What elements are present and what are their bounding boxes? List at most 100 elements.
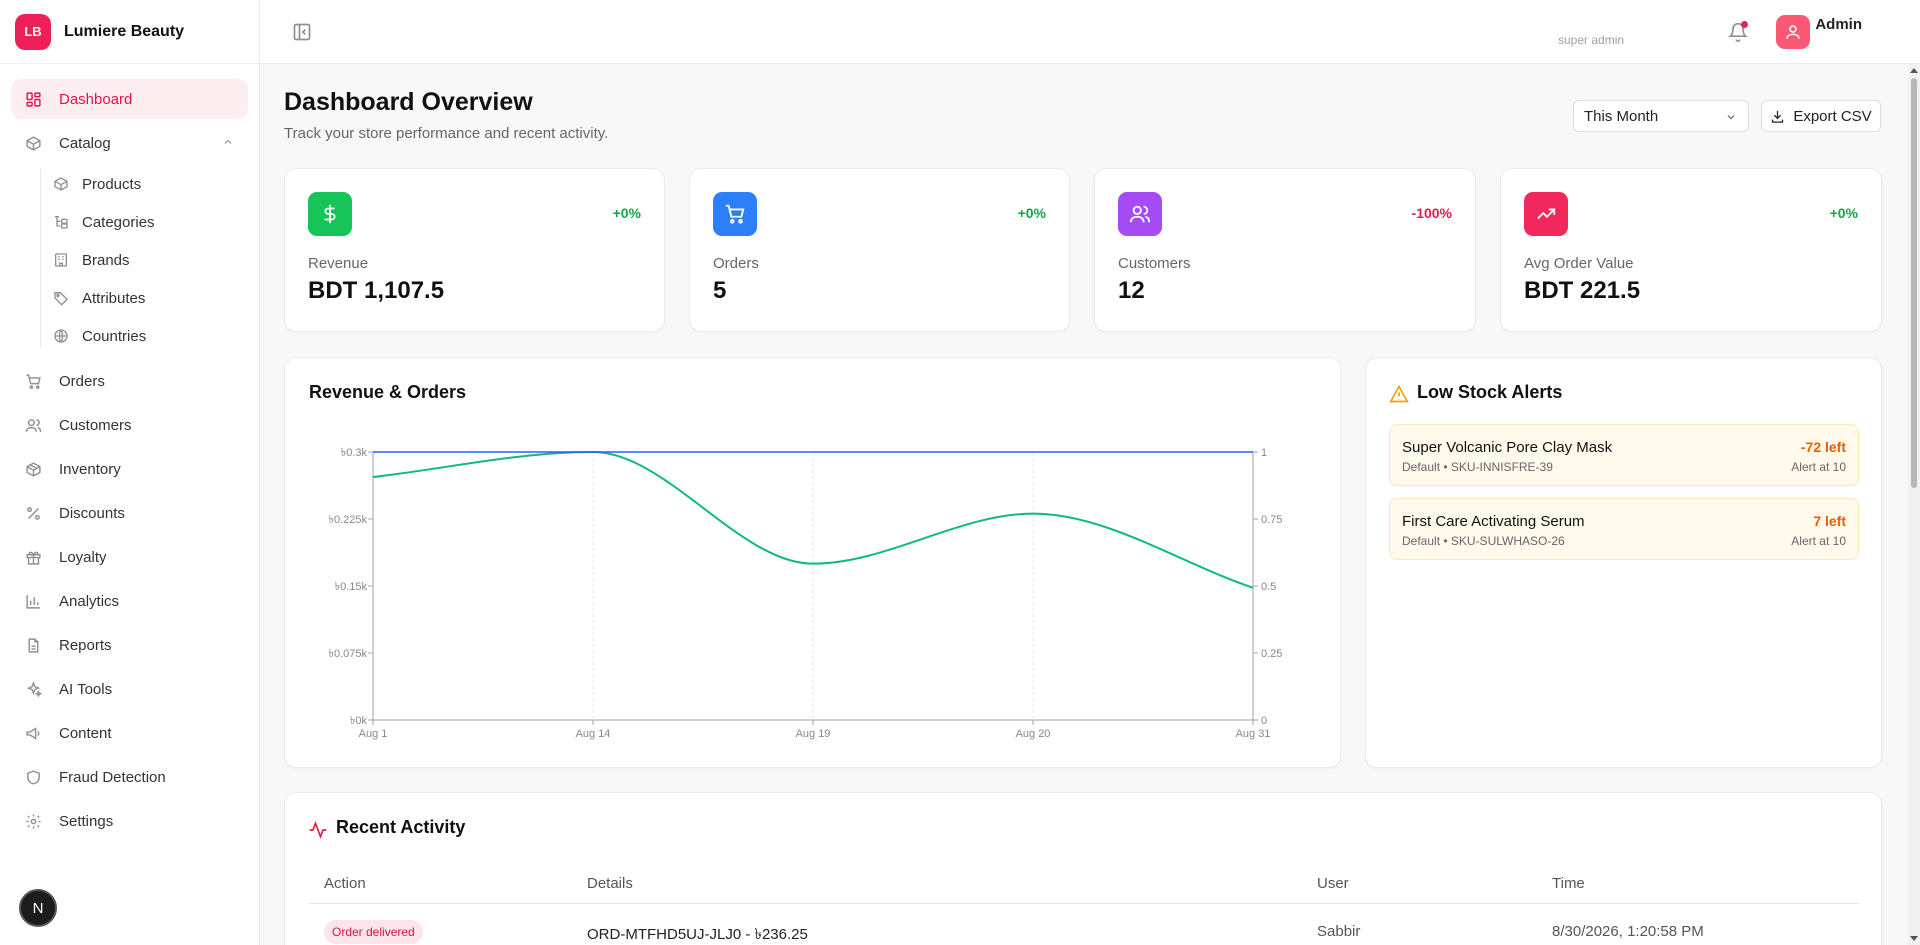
bar-chart-icon	[24, 592, 42, 610]
period-select[interactable]: This Month	[1573, 100, 1749, 132]
low-stock-item[interactable]: Super Volcanic Pore Clay Mask Default • …	[1389, 424, 1859, 486]
sidebar-item-countries[interactable]: Countries	[53, 317, 248, 355]
file-icon	[24, 636, 42, 654]
avatar[interactable]	[1776, 15, 1810, 49]
stat-change: -100%	[1411, 205, 1452, 221]
y-right-tick-label: 0.75	[1261, 514, 1282, 526]
cart-icon	[24, 372, 42, 390]
package-icon	[24, 460, 42, 478]
x-tick-label: Aug 31	[1236, 728, 1271, 740]
sidebar-item-categories[interactable]: Categories	[53, 203, 248, 241]
x-tick-label: Aug 19	[796, 728, 831, 740]
dashboard-icon	[24, 90, 42, 108]
product-meta: Default • SKU-INNISFRE-39	[1402, 460, 1553, 474]
sidebar-item-attributes[interactable]: Attributes	[53, 279, 248, 317]
sidebar-item-fraud-detection[interactable]: Fraud Detection	[11, 757, 248, 797]
product-meta: Default • SKU-SULWHASO-26	[1402, 534, 1565, 548]
sidebar-item-orders[interactable]: Orders	[11, 361, 248, 401]
y-right-tick-label: 0.25	[1261, 648, 1282, 660]
activity-user: Sabbir	[1317, 923, 1361, 940]
sidebar-item-inventory[interactable]: Inventory	[11, 449, 248, 489]
building-icon	[53, 252, 69, 268]
sidebar-item-label: Catalog	[59, 134, 111, 152]
low-stock-item[interactable]: First Care Activating Serum Default • SK…	[1389, 498, 1859, 560]
sidebar-item-label: Analytics	[59, 592, 120, 610]
users-icon	[1118, 192, 1162, 236]
brand-name: Lumiere Beauty	[64, 22, 185, 40]
sidebar-item-products[interactable]: Products	[53, 165, 248, 203]
column-header-user[interactable]: User	[1317, 875, 1349, 892]
alert-threshold: Alert at 10	[1791, 534, 1846, 548]
sidebar-item-label: Discounts	[59, 504, 125, 522]
user-icon	[1786, 25, 1800, 39]
gear-icon	[24, 812, 42, 830]
sidebar-item-brands[interactable]: Brands	[53, 241, 248, 279]
stat-value: BDT 221.5	[1524, 277, 1641, 304]
page-subtitle: Track your store performance and recent …	[284, 125, 609, 142]
sidebar-item-label: Categories	[82, 213, 155, 231]
scroll-thumb[interactable]	[1911, 78, 1917, 488]
user-name[interactable]: Admin	[1815, 16, 1862, 33]
sidebar-item-label: Customers	[59, 416, 132, 434]
brand[interactable]: LB Lumiere Beauty	[0, 0, 259, 64]
y-right-tick-label: 0.5	[1261, 581, 1276, 593]
chevron-up-icon[interactable]	[222, 136, 234, 151]
y-right-tick-label: 0	[1261, 715, 1267, 727]
sidebar-item-ai-tools[interactable]: AI Tools	[11, 669, 248, 709]
stat-change: +0%	[1829, 205, 1858, 221]
sidebar-item-label: Dashboard	[59, 90, 133, 108]
brand-logo: LB	[15, 13, 51, 50]
stat-label: Revenue	[308, 255, 369, 272]
stat-label: Orders	[713, 255, 759, 272]
y-left-tick-label: ৳0k	[350, 715, 368, 727]
sidebar-item-discounts[interactable]: Discounts	[11, 493, 248, 533]
x-tick-label: Aug 14	[576, 728, 611, 740]
dev-tools-badge[interactable]: N	[19, 889, 57, 927]
stat-card-revenue: +0% Revenue BDT 1,107.5	[284, 168, 665, 332]
trending-up-icon	[1524, 192, 1568, 236]
sidebar-item-label: Content	[59, 724, 112, 742]
y-left-tick-label: ৳0.225k	[328, 514, 367, 526]
sidebar-item-catalog[interactable]: Catalog	[11, 123, 248, 163]
low-stock-title: Low Stock Alerts	[1417, 382, 1563, 402]
scroll-up-icon[interactable]	[1910, 68, 1918, 73]
users-icon	[24, 416, 42, 434]
shield-icon	[24, 768, 42, 786]
sidebar-item-settings[interactable]: Settings	[11, 801, 248, 841]
sidebar-item-label: Brands	[82, 251, 130, 269]
percent-icon	[24, 504, 42, 522]
y-left-tick-label: ৳0.15k	[335, 581, 368, 593]
sidebar-nav: Dashboard Catalog Products Categories Br…	[0, 64, 259, 841]
sidebar-item-dashboard[interactable]: Dashboard	[11, 79, 248, 119]
sidebar-item-label: Orders	[59, 372, 105, 390]
download-icon	[1772, 110, 1784, 123]
product-name: First Care Activating Serum	[1402, 513, 1585, 530]
alert-threshold: Alert at 10	[1791, 460, 1846, 474]
sidebar-item-loyalty[interactable]: Loyalty	[11, 537, 248, 577]
y-left-tick-label: ৳0.3k	[341, 447, 368, 459]
gift-icon	[24, 548, 42, 566]
notification-dot	[1741, 21, 1748, 28]
chevron-down-icon	[1725, 110, 1737, 122]
scrollbar[interactable]	[1908, 64, 1920, 945]
warning-icon	[1389, 384, 1409, 409]
sidebar-item-content[interactable]: Content	[11, 713, 248, 753]
sidebar-toggle-icon[interactable]	[292, 22, 312, 42]
period-select-value: This Month	[1584, 107, 1659, 125]
x-tick-label: Aug 20	[1016, 728, 1051, 740]
sidebar-item-label: Settings	[59, 812, 114, 830]
column-header-action[interactable]: Action	[324, 875, 366, 892]
export-csv-button[interactable]: Export CSV	[1761, 100, 1881, 132]
sidebar-item-analytics[interactable]: Analytics	[11, 581, 248, 621]
sidebar-item-customers[interactable]: Customers	[11, 405, 248, 445]
sidebar-item-label: Reports	[59, 636, 112, 654]
stat-label: Customers	[1118, 255, 1191, 272]
column-header-time[interactable]: Time	[1552, 875, 1585, 892]
sidebar-item-label: Loyalty	[59, 548, 107, 566]
column-header-details[interactable]: Details	[587, 875, 633, 892]
sidebar-item-reports[interactable]: Reports	[11, 625, 248, 665]
scroll-down-icon[interactable]	[1910, 936, 1918, 941]
bell-icon[interactable]	[1727, 22, 1749, 42]
stat-value: 12	[1118, 277, 1145, 304]
activity-time: 8/30/2026, 1:20:58 PM	[1552, 923, 1704, 940]
